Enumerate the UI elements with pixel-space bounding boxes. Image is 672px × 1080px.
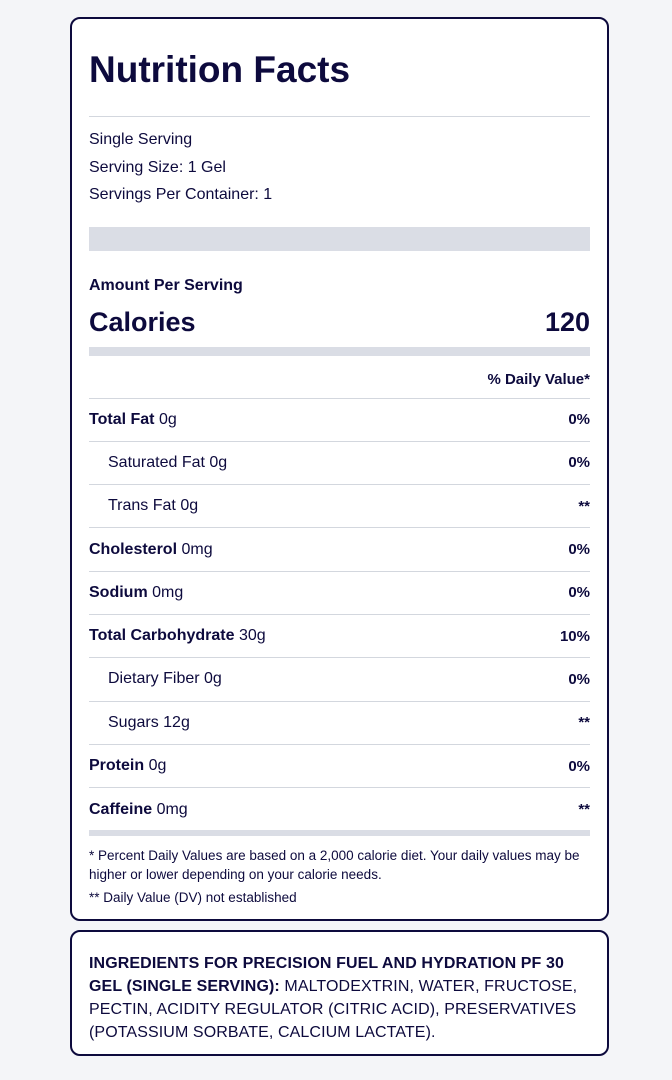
nutrient-name: Total Fat [89, 410, 155, 428]
nutrient-name: Total Carbohydrate [89, 627, 235, 645]
nutrient-name: Sodium [89, 583, 148, 601]
daily-value-header: % Daily Value* [89, 356, 590, 399]
nutrient-row-sugars: Sugars 12g ** [89, 702, 590, 745]
nutrient-label: Sodium 0mg [89, 584, 183, 602]
nutrient-dv: 0% [568, 670, 590, 688]
nutrient-amount: 30g [238, 627, 266, 645]
nutrient-label: Total Carbohydrate 30g [89, 627, 266, 645]
serving-info: Single Serving Serving Size: 1 Gel Servi… [89, 117, 590, 214]
nutrient-amount: 0g [209, 453, 228, 471]
nutrient-name: Saturated Fat [108, 453, 205, 471]
ingredients-list: MALTODEXTRIN, WATER, FRUCTOSE, PECTIN, A… [89, 978, 578, 1041]
nutrient-name: Cholesterol [89, 540, 178, 558]
nutrient-amount: 0mg [152, 583, 184, 601]
nutrient-name: Caffeine [89, 800, 153, 818]
ingredients-text: INGREDIENTS FOR PRECISION FUEL AND HYDRA… [89, 952, 590, 1044]
nutrient-label: Total Fat 0g [89, 411, 177, 429]
thick-divider [89, 226, 590, 251]
nutrient-label: Saturated Fat 0g [89, 454, 227, 472]
nutrient-dv: ** [578, 801, 590, 819]
nutrient-row-caffeine: Caffeine 0mg ** [89, 788, 590, 831]
bottom-divider [89, 830, 590, 837]
nutrient-dv: 0% [568, 541, 590, 559]
serving-size: Serving Size: 1 Gel [89, 158, 226, 176]
calories-row: Calories 120 [89, 305, 590, 343]
medium-divider [89, 346, 590, 356]
nutrient-row-cholesterol: Cholesterol 0mg 0% [89, 528, 590, 572]
nutrient-dv: 0% [568, 411, 590, 429]
amount-per-serving-label: Amount Per Serving [89, 276, 243, 294]
nutrient-row-dietary-fiber: Dietary Fiber 0g 0% [89, 658, 590, 702]
nutrient-row-total-fat: Total Fat 0g 0% [89, 399, 590, 442]
nutrient-amount: 12g [163, 713, 190, 731]
nutrient-label: Cholesterol 0mg [89, 541, 213, 559]
nutrient-amount: 0g [148, 757, 167, 775]
daily-value-footnote: * Percent Daily Values are based on a 2,… [89, 848, 580, 883]
nutrient-row-trans-fat: Trans Fat 0g ** [89, 485, 590, 529]
nutrition-facts-panel: Nutrition Facts Single Serving Serving S… [70, 17, 609, 921]
nutrient-amount: 0mg [156, 800, 188, 818]
dv-not-established-footnote: ** Daily Value (DV) not established [89, 890, 297, 906]
divider [89, 116, 590, 117]
nutrient-dv: 0% [568, 454, 590, 472]
nutrient-name: Trans Fat [108, 497, 176, 515]
ingredients-panel: INGREDIENTS FOR PRECISION FUEL AND HYDRA… [70, 930, 609, 1056]
calories-value: 120 [544, 306, 590, 337]
nutrition-facts-title: Nutrition Facts [89, 49, 351, 90]
nutrient-label: Trans Fat 0g [89, 497, 198, 515]
ingredients-heading: INGREDIENTS FOR PRECISION FUEL AND HYDRA… [89, 955, 564, 995]
nutrient-dv: ** [578, 714, 590, 732]
nutrient-amount: 0mg [181, 540, 213, 558]
calories-label: Calories [89, 306, 196, 337]
nutrient-label: Caffeine 0mg [89, 801, 188, 819]
nutrient-dv: 0% [568, 584, 590, 602]
nutrient-dv: 10% [559, 627, 590, 645]
nutrient-label: Protein 0g [89, 757, 166, 775]
nutrient-row-protein: Protein 0g 0% [89, 745, 590, 789]
nutrient-name: Protein [89, 757, 145, 775]
nutrient-dv: 0% [568, 757, 590, 775]
servings-per-container: Servings Per Container: 1 [89, 186, 273, 203]
nutrient-amount: 0g [204, 670, 222, 688]
nutrient-amount: 0g [158, 410, 177, 428]
nutrient-row-total-carbohydrate: Total Carbohydrate 30g 10% [89, 615, 590, 659]
nutrient-row-saturated-fat: Saturated Fat 0g 0% [89, 442, 590, 486]
serving-type: Single Serving [89, 131, 193, 148]
nutrient-name: Dietary Fiber [108, 670, 200, 688]
nutrient-name: Sugars [108, 713, 159, 731]
nutrient-amount: 0g [180, 497, 199, 515]
nutrient-list: Total Fat 0g 0% Saturated Fat 0g 0% Tran… [89, 399, 590, 832]
nutrient-label: Sugars 12g [89, 714, 190, 732]
nutrient-dv: ** [578, 497, 590, 515]
nutrient-row-sodium: Sodium 0mg 0% [89, 572, 590, 615]
nutrient-label: Dietary Fiber 0g [89, 670, 222, 688]
